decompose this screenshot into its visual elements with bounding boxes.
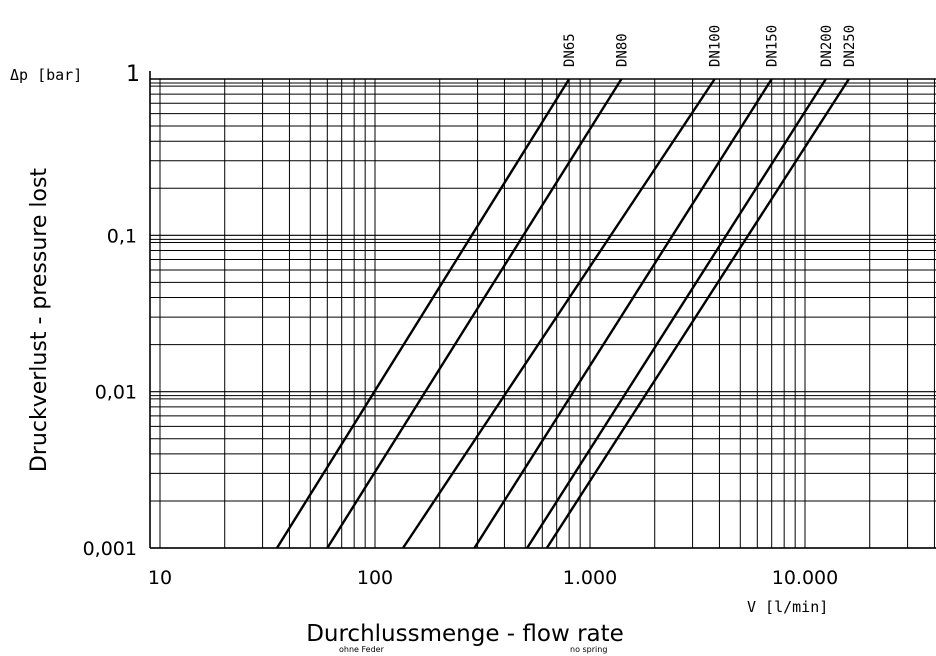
- y-unit-label: Δp [bar]: [10, 66, 82, 84]
- y-tick-label: 0,01: [95, 382, 137, 404]
- series-label-dn250: DN250: [842, 25, 858, 67]
- y-axis-label: Druckverlust - pressure lost: [27, 168, 52, 472]
- series-label-dn80: DN80: [614, 33, 630, 67]
- y-tick-label: 0,1: [107, 225, 137, 247]
- series-line-dn150: [473, 78, 773, 549]
- x-unit-label: V [l/min]: [747, 598, 828, 616]
- annotation-ohne-feder: ohne Feder: [339, 645, 385, 654]
- y-tick-label: 0,001: [83, 538, 137, 560]
- x-tick-label: 10: [148, 567, 172, 589]
- annotation-no-spring: no spring: [570, 645, 607, 654]
- series-labels: DN65 DN80 DN100 DN150 DN200 DN250: [562, 25, 858, 67]
- series-lines: [275, 78, 850, 549]
- y-tick-label: 1: [126, 62, 140, 87]
- x-tick-labels: 10 100 1.000 10.000: [148, 567, 838, 589]
- series-line-dn80: [326, 78, 623, 549]
- series-label-dn65: DN65: [562, 33, 578, 67]
- x-tick-label: 1.000: [563, 567, 617, 589]
- x-axis-label: Durchlussmenge - flow rate: [306, 621, 624, 647]
- series-line-dn65: [275, 78, 571, 549]
- series-label-dn200: DN200: [819, 25, 835, 67]
- y-tick-labels: 0,001 0,01 0,1 1: [83, 62, 140, 560]
- series-line-dn250: [545, 78, 850, 549]
- grid: [149, 71, 936, 549]
- series-label-dn100: DN100: [708, 25, 724, 67]
- x-tick-label: 100: [357, 567, 393, 589]
- series-label-dn150: DN150: [765, 25, 781, 67]
- series-line-dn100: [402, 78, 716, 549]
- series-line-dn200: [526, 78, 827, 549]
- x-tick-label: 10.000: [772, 567, 838, 589]
